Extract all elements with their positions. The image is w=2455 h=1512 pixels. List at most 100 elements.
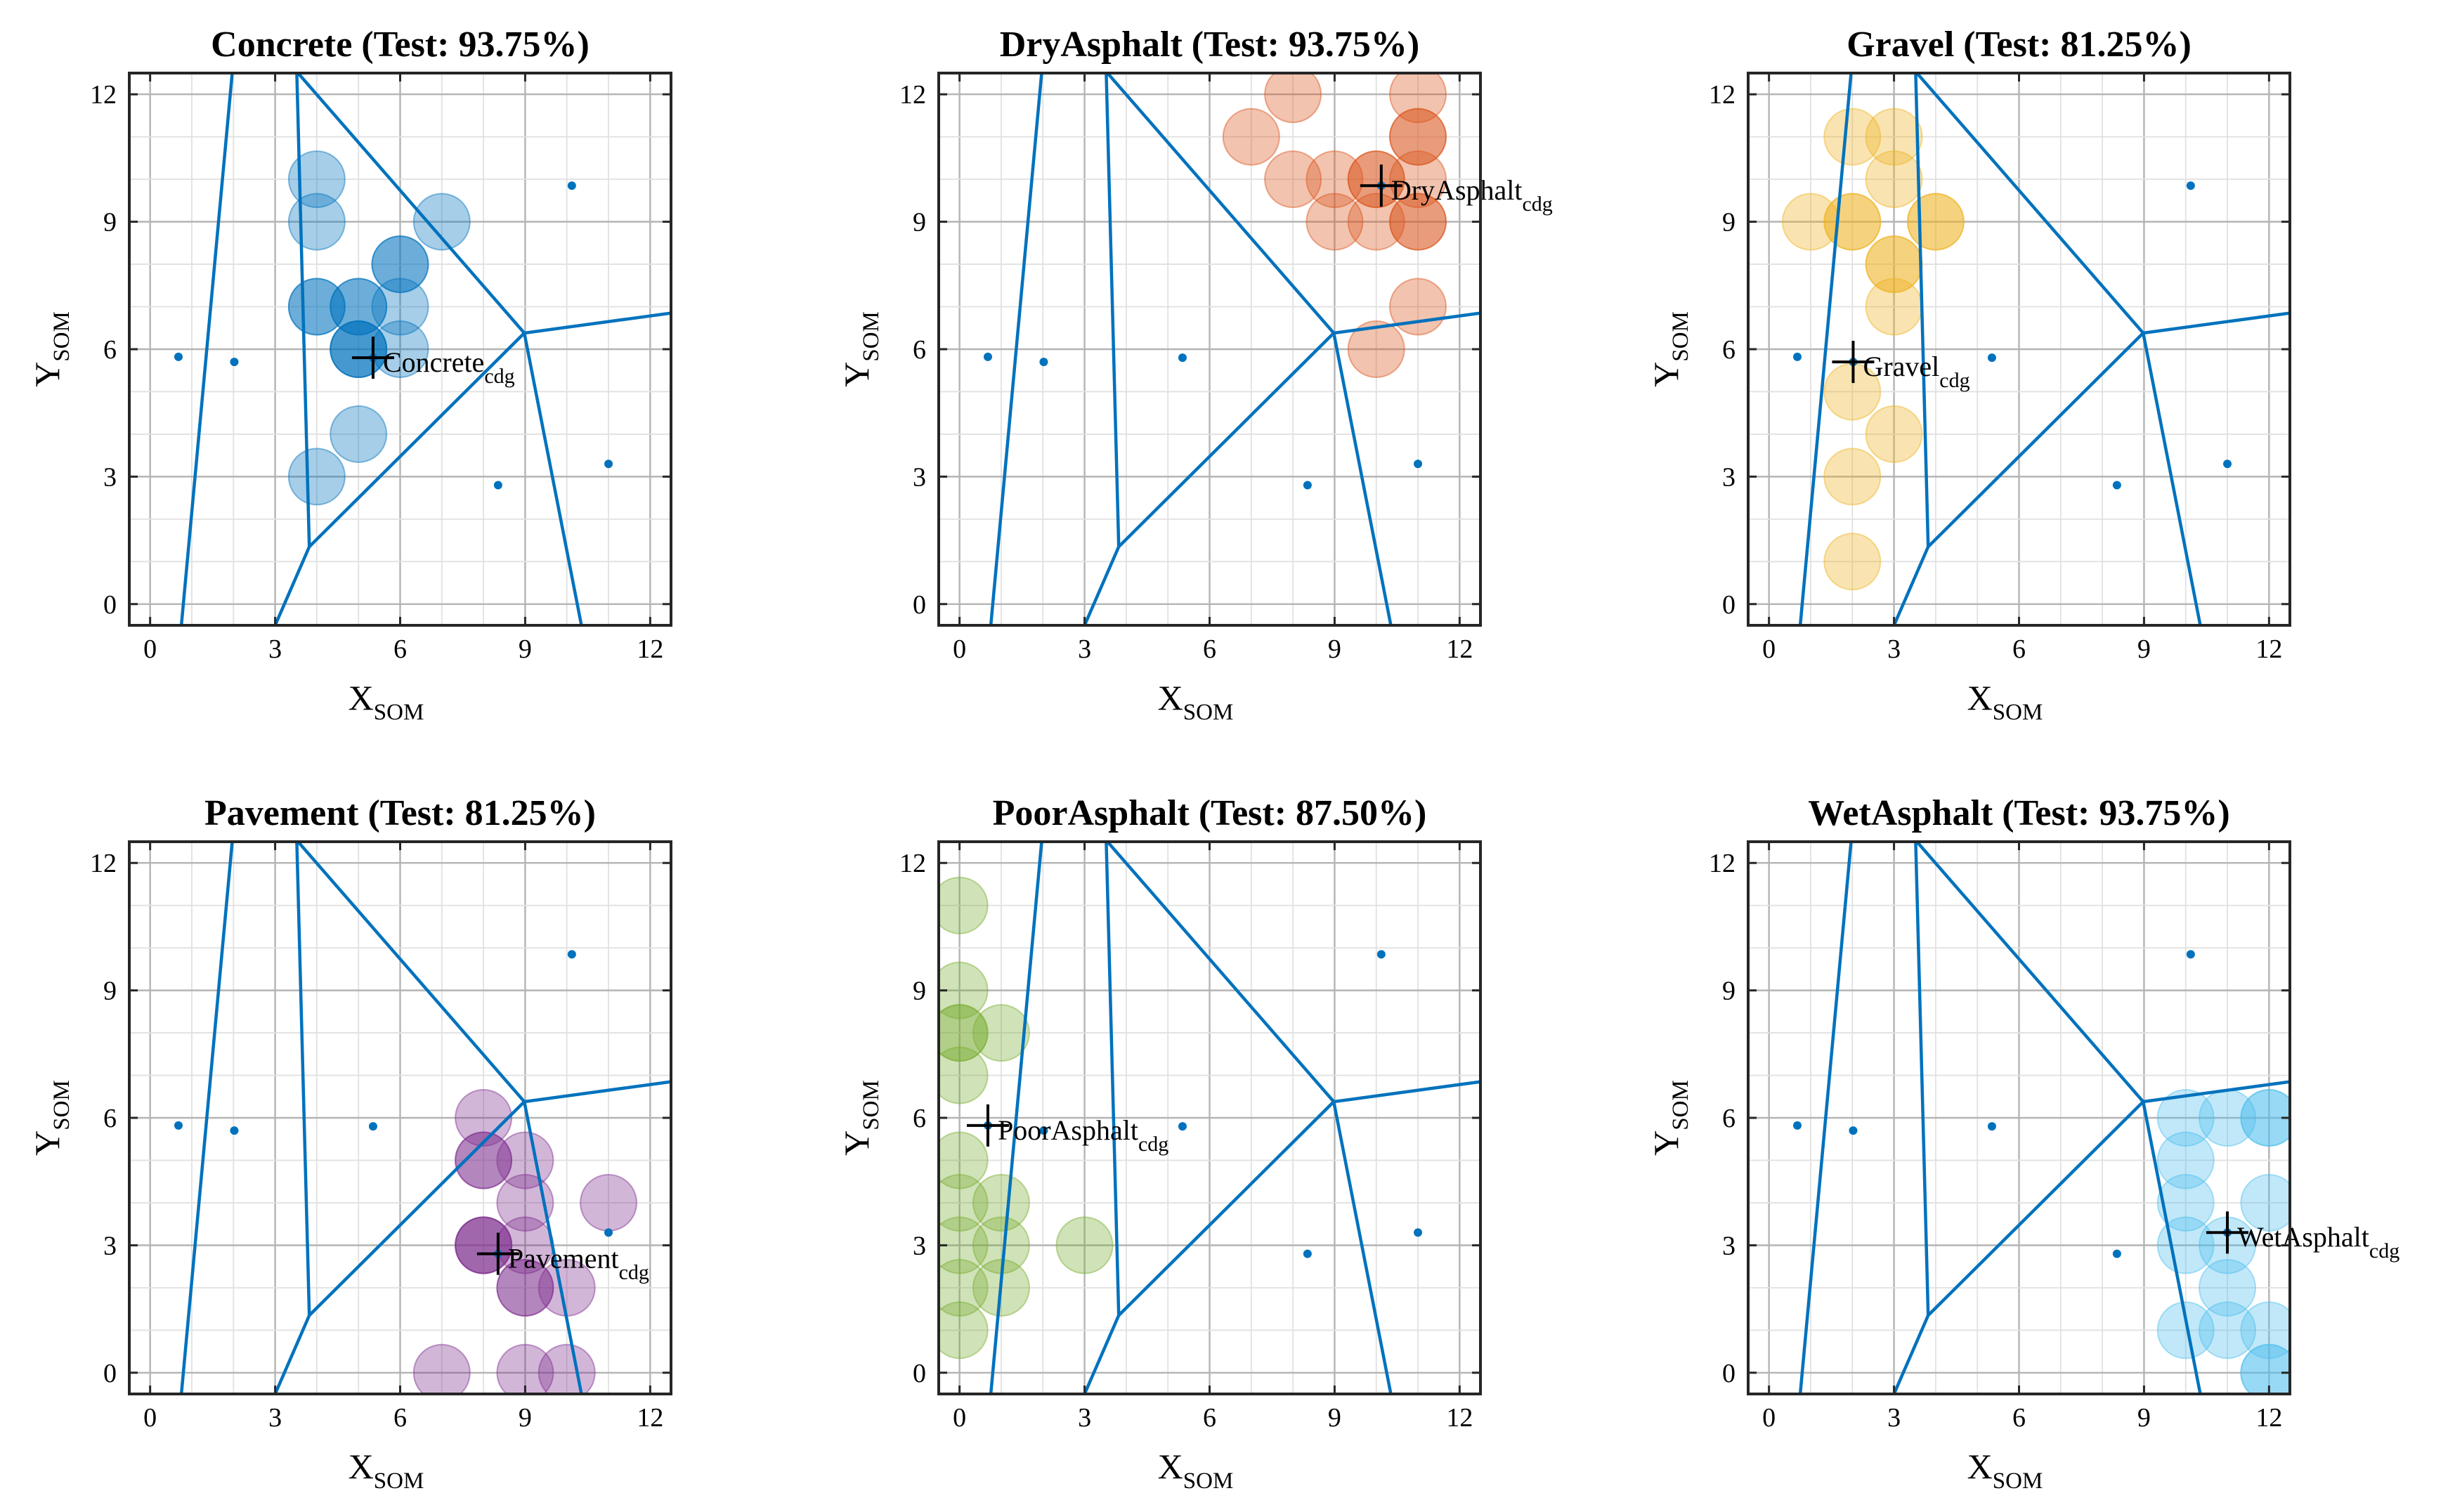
- y-tick-label: 9: [103, 208, 117, 237]
- som-node: [1303, 1249, 1312, 1258]
- voronoi-edge: [295, 842, 311, 1317]
- som-node: [1414, 1228, 1423, 1237]
- sample-point: [939, 1004, 989, 1062]
- voronoi-edge: [1116, 1100, 1336, 1317]
- y-tick-label: 9: [103, 977, 117, 1006]
- x-axis-label: XSOM: [349, 1447, 424, 1494]
- sample-point: [2199, 1301, 2257, 1360]
- sample-point: [2240, 1301, 2290, 1360]
- sample-point: [496, 1343, 554, 1394]
- panel-title: PoorAsphalt (Test: 87.50%): [993, 793, 1427, 833]
- centroid-label: Pavementcdg: [508, 1242, 649, 1284]
- sample-point: [496, 1258, 554, 1317]
- voronoi-edge: [1083, 545, 1121, 625]
- panel-title: DryAsphalt (Test: 93.75%): [1000, 25, 1420, 65]
- x-tick-label: 6: [1203, 634, 1216, 664]
- ticks: 00 3 3 6 6 9 9 12 12: [899, 842, 1480, 1433]
- x-tick-label: 0: [143, 1403, 157, 1433]
- y-tick-label: 0: [913, 590, 926, 620]
- som-nodes: [983, 181, 1423, 490]
- x-tick-label: 6: [393, 634, 407, 664]
- x-tick-label: 3: [1078, 1403, 1091, 1433]
- sample-point: [1865, 107, 1923, 166]
- voronoi-edge: [1105, 73, 1336, 335]
- sample-point: [1222, 107, 1280, 166]
- sample-point: [2240, 1089, 2290, 1147]
- voronoi-edges: [1798, 842, 2290, 1394]
- x-tick-label: 12: [2255, 1403, 2282, 1433]
- voronoi-edge: [1926, 331, 2145, 549]
- som-nodes: [174, 950, 613, 1258]
- centroid-label: PoorAsphaltcdg: [998, 1114, 1168, 1156]
- voronoi-edge: [1331, 311, 1480, 335]
- sample-point: [1264, 73, 1322, 124]
- sample-point: [939, 1216, 989, 1275]
- som-node: [230, 1126, 239, 1135]
- voronoi-edge: [296, 842, 526, 1104]
- sample-point: [939, 1258, 989, 1317]
- voronoi-edge: [296, 73, 526, 335]
- sample-point: [371, 235, 429, 294]
- som-node: [174, 1121, 183, 1130]
- y-axis-label: YSOM: [1646, 1080, 1693, 1156]
- sample-point: [2240, 1343, 2290, 1394]
- som-node: [1849, 1126, 1858, 1135]
- sample-point: [1347, 150, 1405, 209]
- sample-point: [2240, 1173, 2290, 1232]
- y-axis-label: YSOM: [27, 1080, 74, 1156]
- x-tick-label: 0: [1762, 1403, 1776, 1433]
- y-tick-label: 6: [913, 335, 926, 365]
- x-tick-label: 0: [143, 634, 157, 664]
- sample-point: [2156, 1216, 2215, 1275]
- y-tick-label: 6: [913, 1104, 926, 1133]
- x-tick-label: 0: [1762, 634, 1776, 664]
- x-tick-label: 3: [268, 1403, 282, 1433]
- som-node: [1039, 1126, 1048, 1135]
- sample-point: [1389, 150, 1447, 209]
- sample-point: [496, 1258, 554, 1317]
- sample-point: [1389, 193, 1447, 251]
- y-tick-label: 0: [913, 1359, 926, 1388]
- panel-pavement: Pavementcdg 00 3 3 6 6 9 9 12 12 Pavement (Test: 8…: [27, 793, 672, 1494]
- x-tick-label: 3: [1887, 1403, 1901, 1433]
- x-tick-label: 9: [1328, 634, 1341, 664]
- voronoi-edge: [1083, 1313, 1121, 1394]
- voronoi-edges: [179, 842, 671, 1394]
- y-tick-label: 0: [1722, 1359, 1736, 1388]
- x-tick-label: 12: [637, 634, 663, 664]
- ticks: 00 3 3 6 6 9 9 12 12: [90, 842, 671, 1433]
- voronoi-edge: [522, 1100, 583, 1394]
- sample-point: [1389, 107, 1447, 166]
- sample-point: [371, 278, 429, 336]
- sample-markers: [1781, 107, 1965, 591]
- panel-title: WetAsphalt (Test: 93.75%): [1808, 793, 2229, 833]
- panel-wetasphalt: WetAsphaltcdg 00 3 3 6 6 9 9 12 12 WetAsphalt (Tes…: [1646, 793, 2399, 1494]
- sample-point: [972, 1173, 1030, 1232]
- y-tick-label: 12: [90, 849, 117, 878]
- ticks: 00 3 3 6 6 9 9 12 12: [1709, 842, 2290, 1433]
- x-tick-label: 3: [1078, 634, 1091, 664]
- sample-point: [412, 1343, 471, 1394]
- y-tick-label: 0: [103, 590, 117, 620]
- grid: [939, 842, 1480, 1394]
- voronoi-edge: [179, 73, 234, 625]
- voronoi-edge: [522, 1080, 671, 1104]
- sample-point: [939, 1046, 989, 1104]
- voronoi-edge: [2141, 331, 2202, 625]
- sample-point: [1389, 107, 1447, 166]
- y-axis-label: YSOM: [27, 311, 74, 387]
- x-tick-label: 3: [268, 634, 282, 664]
- y-tick-label: 12: [90, 80, 117, 110]
- sample-point: [455, 1089, 513, 1147]
- som-node: [2186, 181, 2195, 190]
- som-node: [2186, 950, 2195, 959]
- centroid-marker: [476, 1232, 519, 1275]
- voronoi-edge: [1892, 1313, 1930, 1394]
- sample-point: [287, 448, 346, 506]
- voronoi-edge: [179, 842, 234, 1394]
- voronoi-edge: [1105, 842, 1121, 1317]
- voronoi-edge: [307, 1100, 526, 1317]
- sample-point: [2156, 1131, 2215, 1190]
- x-axis-label: XSOM: [1158, 678, 1234, 725]
